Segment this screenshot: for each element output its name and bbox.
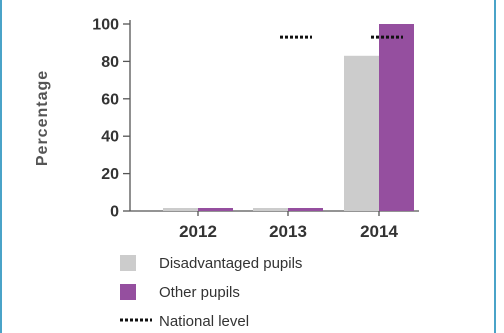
bar-other-pupils-2012 xyxy=(198,208,233,211)
bar-other-pupils-2014 xyxy=(379,24,414,211)
legend-swatch-other-pupils xyxy=(120,284,136,300)
bar-disadvantaged-pupils-2013 xyxy=(253,208,288,211)
bar-disadvantaged-pupils-2012 xyxy=(163,208,198,211)
axes: 0 20 40 60 80 100 2012 2013 2014 xyxy=(92,17,419,241)
x-tick-label: 2012 xyxy=(179,222,217,241)
x-tick-label: 2013 xyxy=(269,222,307,241)
y-tick-label: 20 xyxy=(101,166,119,183)
x-tick-label: 2014 xyxy=(360,222,398,241)
y-tick-label: 80 xyxy=(101,54,119,71)
y-axis-label: Percentage xyxy=(34,70,51,166)
legend-label: Other pupils xyxy=(159,284,240,301)
legend: Disadvantaged pupils Other pupils National… xyxy=(120,255,302,330)
y-tick-label: 0 xyxy=(110,204,119,221)
legend-swatch-disadvantaged-pupils xyxy=(120,255,136,271)
bar-other-pupils-2013 xyxy=(288,208,323,211)
bar-disadvantaged-pupils-2014 xyxy=(344,55,379,211)
y-tick-label: 100 xyxy=(92,17,119,34)
bars xyxy=(163,24,414,211)
legend-label: Disadvantaged pupils xyxy=(159,255,302,272)
legend-label: National level xyxy=(159,313,249,330)
y-tick-label: 40 xyxy=(101,129,119,146)
y-tick-label: 60 xyxy=(101,91,119,108)
